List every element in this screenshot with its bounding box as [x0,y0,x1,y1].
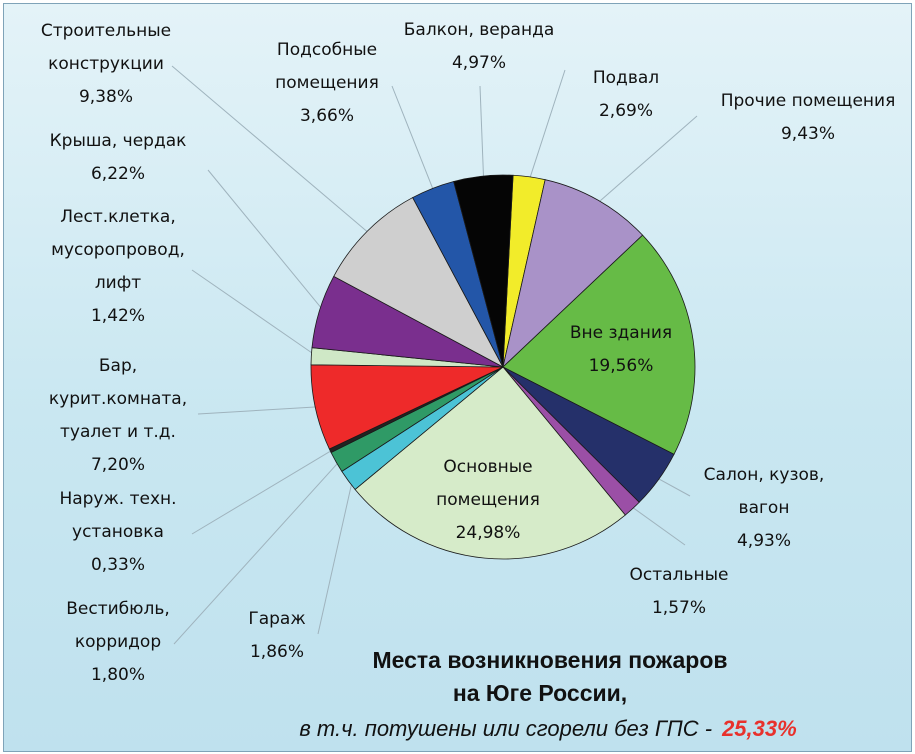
slice-name-label: Бар, [99,356,137,376]
leader-lines [171,65,698,645]
slice-label: Салон, кузов, вагон 4,93% [704,465,825,551]
slice-value-label: 19,56% [589,356,654,376]
leader-line [628,503,686,546]
slice-value-label: 9,38% [79,87,133,107]
slice-name-label: Прочие помещения [721,91,896,111]
slice-name-label: мусоропровод, [51,240,185,260]
leader-line [391,85,436,195]
pie-slice [453,174,514,368]
slice-value-label: 24,98% [456,523,521,543]
chart-title-line-1: Места возникновения пожаров [372,647,727,673]
leader-line [197,406,322,415]
slice-label: Гараж 1,86% [248,609,305,662]
slice-value-label: 0,33% [91,555,145,575]
leader-line [171,65,372,236]
pie-slice [333,197,504,368]
slice-name-label: лифт [95,273,141,293]
pie-slice [354,366,626,560]
slice-name-label: Наруж. техн. [59,489,176,509]
slice-label: Основные помещения 24,98% [436,457,540,543]
slice-label: Строительные конструкции 9,38% [41,21,171,107]
slice-name-label: Крыша, чердак [50,131,187,151]
slice-name-label: Балкон, веранда [404,20,555,40]
slice-value-label: 1,42% [91,306,145,326]
slice-label: Крыша, чердак 6,22% [50,131,187,184]
subtitle-text: в т.ч. потушены или сгорели без ГПС - [299,716,712,741]
slice-name-label: Лест.клетка, [60,207,175,227]
slice-label: Вестибюль, корридор 1,80% [66,599,170,685]
pie-slice [502,234,696,455]
leader-line [479,85,485,183]
slice-name-label: Вестибюль, [66,599,170,619]
slice-value-label: 4,93% [737,531,791,551]
slice-label: Подвал 2,69% [593,68,659,121]
slice-name-label: конструкции [48,54,164,74]
slice-name-label: Строительные [41,21,171,41]
slice-value-label: 7,20% [91,455,145,475]
slice-name-label: Подвал [593,68,659,88]
slice-name-label: Остальные [630,565,729,585]
slice-name-label: помещения [275,73,379,93]
subtitle-value: 25,33% [721,716,797,741]
leader-line [207,169,326,314]
chart-title-line-2: на Юге России, [453,680,627,706]
slice-label: Наруж. техн. установка 0,33% [59,489,176,575]
leader-line [653,475,691,497]
slice-value-label: 1,57% [652,598,706,618]
slice-name-label: Салон, кузов, [704,465,825,485]
slice-label: Балкон, веранда 4,97% [404,20,555,73]
slice-value-label: 9,43% [781,124,835,144]
slice-label: Бар, курит.комната, туалет и т.д. 7,20% [49,356,187,475]
slice-value-label: 4,97% [452,53,506,73]
slice-value-label: 3,66% [300,106,354,126]
chart-subtitle: в т.ч. потушены или сгорели без ГПС - 25… [299,716,796,741]
slice-name-label: помещения [436,490,540,510]
slice-name-label: Гараж [248,609,305,629]
slice-value-label: 2,69% [599,101,653,121]
leader-line [191,269,318,358]
slice-labels: Подвал 2,69% Прочие помещения 9,43% Вне здан… [41,20,895,685]
leader-line [317,476,354,635]
leader-line [594,115,698,206]
slice-label: Подсобные помещения 3,66% [275,40,379,126]
leader-line [527,69,566,183]
leader-line [191,447,336,535]
slice-value-label: 1,80% [91,665,145,685]
slice-name-label: туалет и т.д. [60,422,176,442]
leader-line [173,458,342,645]
slice-name-label: установка [72,522,164,542]
slice-name-label: корридор [75,632,161,652]
slice-value-label: 6,22% [91,164,145,184]
slice-label: Остальные 1,57% [630,565,729,618]
pie-slice [502,179,644,369]
slice-label: Лест.клетка, мусоропровод, лифт 1,42% [51,207,185,326]
slice-name-label: Основные [443,457,532,477]
slice-name-label: Подсобные [277,40,377,60]
slice-value-label: 1,86% [250,642,304,662]
slice-label: Прочие помещения 9,43% [721,91,896,144]
slice-name-label: курит.комната, [49,389,187,409]
slice-name-label: вагон [739,498,790,518]
pie-slices [310,174,696,560]
slice-label: Вне здания 19,56% [570,323,672,376]
slice-name-label: Вне здания [570,323,672,343]
